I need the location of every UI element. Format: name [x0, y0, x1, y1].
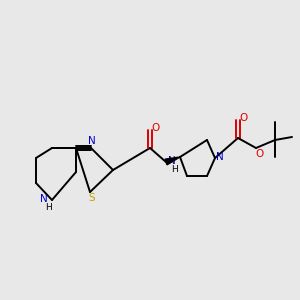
Text: H: H — [171, 164, 177, 173]
Text: H: H — [45, 202, 51, 211]
Text: N: N — [40, 194, 48, 204]
Text: N: N — [88, 136, 96, 146]
Text: O: O — [151, 123, 159, 133]
Text: S: S — [89, 193, 95, 203]
Text: O: O — [239, 113, 247, 123]
Polygon shape — [165, 157, 180, 165]
Text: N: N — [168, 156, 176, 166]
Text: O: O — [255, 149, 263, 159]
Text: N: N — [216, 152, 224, 162]
